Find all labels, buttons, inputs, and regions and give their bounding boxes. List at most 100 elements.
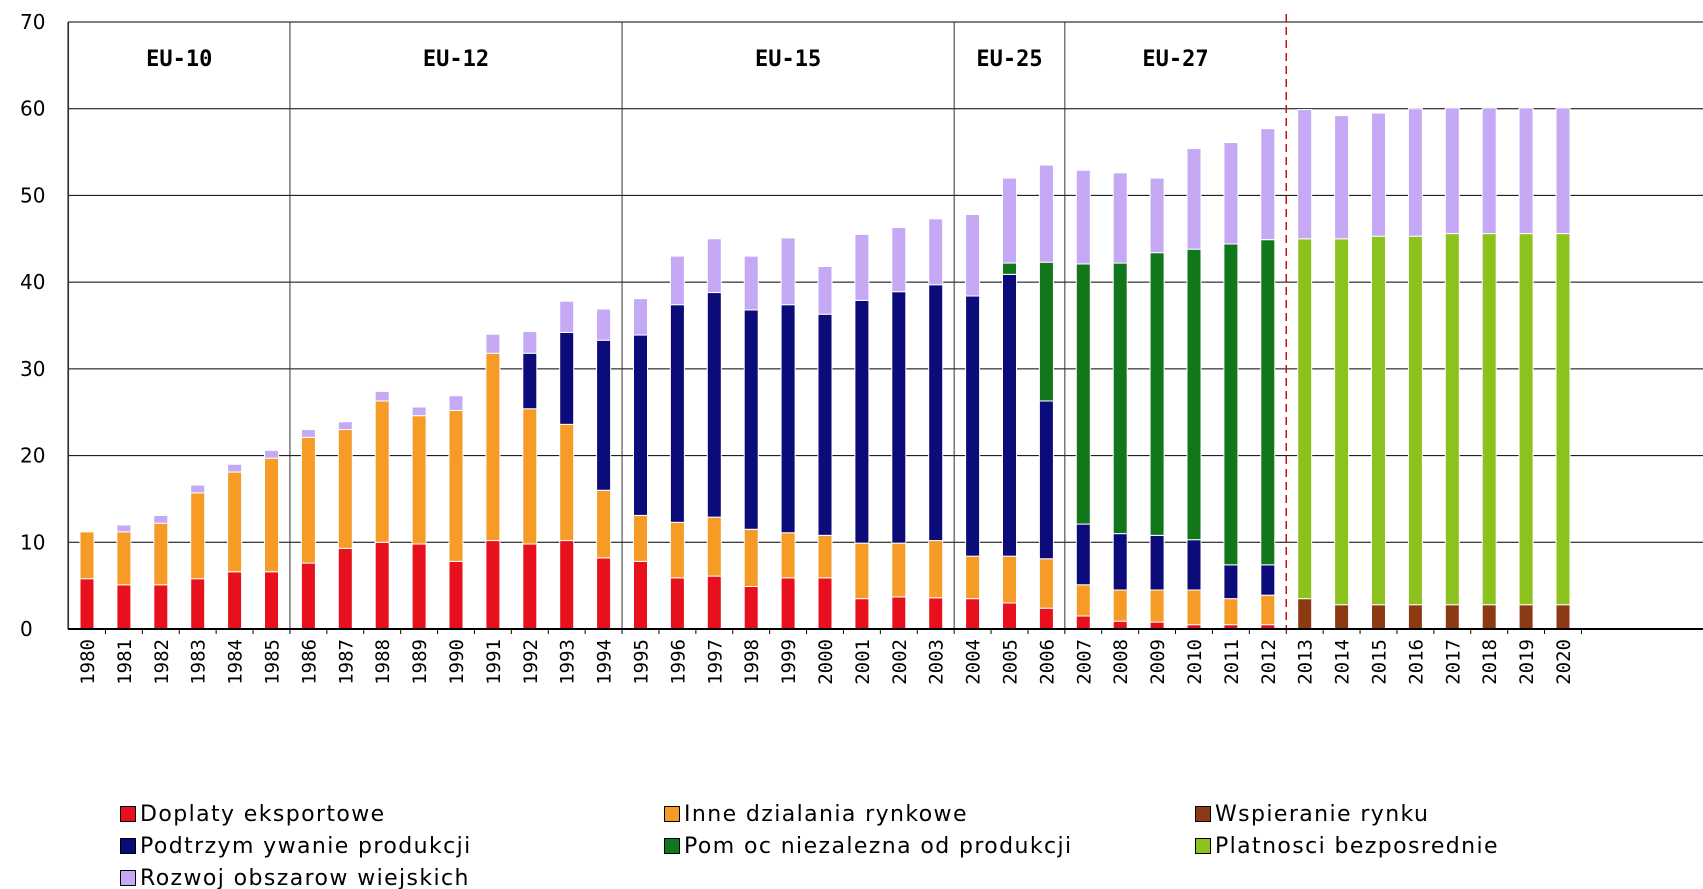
bar-segment <box>264 457 279 573</box>
y-tick-label: 60 <box>20 97 45 121</box>
bar-segment <box>1149 534 1165 591</box>
bar-segment <box>153 522 169 586</box>
x-tick-label: 1990 <box>446 639 468 685</box>
bar-segment <box>965 598 981 630</box>
bar-segment <box>1481 604 1497 630</box>
bar-segment <box>227 571 243 630</box>
bar-segment <box>780 532 796 579</box>
bar-segment <box>1334 115 1350 240</box>
bar-segment <box>79 578 95 630</box>
bar-segment <box>1223 598 1239 626</box>
bar-segment <box>485 352 501 542</box>
bar-segment <box>596 308 612 341</box>
bar-segment <box>743 528 759 588</box>
bar-segment <box>522 543 538 630</box>
x-tick-label: 1989 <box>409 639 431 685</box>
bar-segment <box>1260 239 1276 566</box>
bar-segment <box>928 284 944 542</box>
bar-segment <box>522 408 538 545</box>
legend-label: Inne dzialania rynkowe <box>684 801 968 827</box>
x-tick-label: 2011 <box>1221 639 1243 685</box>
bar-segment <box>448 560 464 630</box>
period-label: EU-12 <box>423 47 489 72</box>
bar-segment <box>1555 604 1571 630</box>
x-tick-label: 2018 <box>1479 639 1501 685</box>
bar-segment <box>1038 261 1054 402</box>
bar-segment <box>1075 615 1091 630</box>
x-tick-label: 2015 <box>1369 639 1391 685</box>
bar-segment <box>1444 604 1460 630</box>
legend-swatch <box>664 806 680 822</box>
bar-segment <box>227 463 243 473</box>
bar-segment <box>1297 109 1313 240</box>
bar-segment <box>633 514 648 562</box>
legend-label: Doplaty eksportowe <box>140 801 386 827</box>
bar-segment <box>1260 594 1276 626</box>
x-tick-label: 2014 <box>1332 639 1354 685</box>
bar-segment <box>1186 248 1202 541</box>
bar-segment <box>448 409 464 562</box>
x-tick-label: 1991 <box>483 639 505 685</box>
x-tick-label: 2020 <box>1553 639 1575 685</box>
bar-segment <box>411 415 427 545</box>
x-tick-label: 2002 <box>889 639 911 685</box>
bar-segment <box>1112 589 1128 622</box>
bar-segment <box>891 542 907 598</box>
bar-series <box>79 107 1571 630</box>
bar-segment <box>1334 238 1350 606</box>
period-label: EU-15 <box>755 47 821 72</box>
bar-segment <box>374 541 390 630</box>
bar-segment <box>522 352 538 410</box>
x-tick-label: 2003 <box>926 639 948 685</box>
bar-segment <box>116 524 132 533</box>
bar-segment <box>1481 233 1497 606</box>
bar-segment <box>190 578 206 630</box>
bar-segment <box>337 547 353 630</box>
bar-segment <box>1297 238 1313 600</box>
bar-segment <box>854 598 870 630</box>
bar-segment <box>1518 233 1534 606</box>
bar-segment <box>1075 523 1091 586</box>
bar-segment <box>1444 233 1460 606</box>
bar-segment <box>669 577 685 630</box>
period-label: EU-27 <box>1142 47 1208 72</box>
x-tick-label: 1988 <box>372 639 394 685</box>
bar-segment <box>411 543 427 630</box>
bar-segment <box>1075 263 1091 525</box>
bar-segment <box>1149 177 1165 254</box>
legend-label: Podtrzym ywanie produkcji <box>140 833 472 859</box>
bar-segment <box>928 218 944 286</box>
bar-segment <box>965 214 981 297</box>
legend-swatch <box>120 806 136 822</box>
bar-segment <box>780 304 796 534</box>
x-tick-label: 1984 <box>225 639 247 685</box>
x-tick-label: 2008 <box>1110 639 1132 685</box>
bar-segment <box>1407 108 1423 237</box>
x-tick-label: 1982 <box>151 639 173 685</box>
x-tick-label: 1987 <box>335 639 357 685</box>
bar-segment <box>1444 107 1460 235</box>
x-tick-label: 2000 <box>815 639 837 685</box>
x-tick-label: 1980 <box>77 639 99 685</box>
x-tick-label: 1993 <box>557 639 579 685</box>
bar-segment <box>817 577 833 630</box>
bar-segment <box>1112 533 1128 591</box>
legend-label: Pom oc niezalezna od produkcji <box>684 833 1073 859</box>
bar-segment <box>1518 604 1534 630</box>
bar-segment <box>300 562 316 630</box>
legend-swatch <box>1195 838 1211 854</box>
y-tick-label: 30 <box>20 357 45 381</box>
bar-segment <box>1186 539 1202 591</box>
bar-segment <box>559 423 575 542</box>
bar-segment <box>1149 621 1165 630</box>
bar-segment <box>1223 142 1239 245</box>
y-tick-label: 70 <box>20 10 45 34</box>
bar-segment <box>485 540 501 630</box>
bar-segment <box>1002 602 1017 630</box>
legend-swatch <box>120 870 136 886</box>
bar-segment <box>1112 620 1128 630</box>
bar-segment <box>116 531 132 586</box>
bar-segment <box>1555 107 1571 235</box>
bar-segment <box>264 449 279 459</box>
legend-item: Rozwoj obszarow wiejskich <box>120 863 470 889</box>
